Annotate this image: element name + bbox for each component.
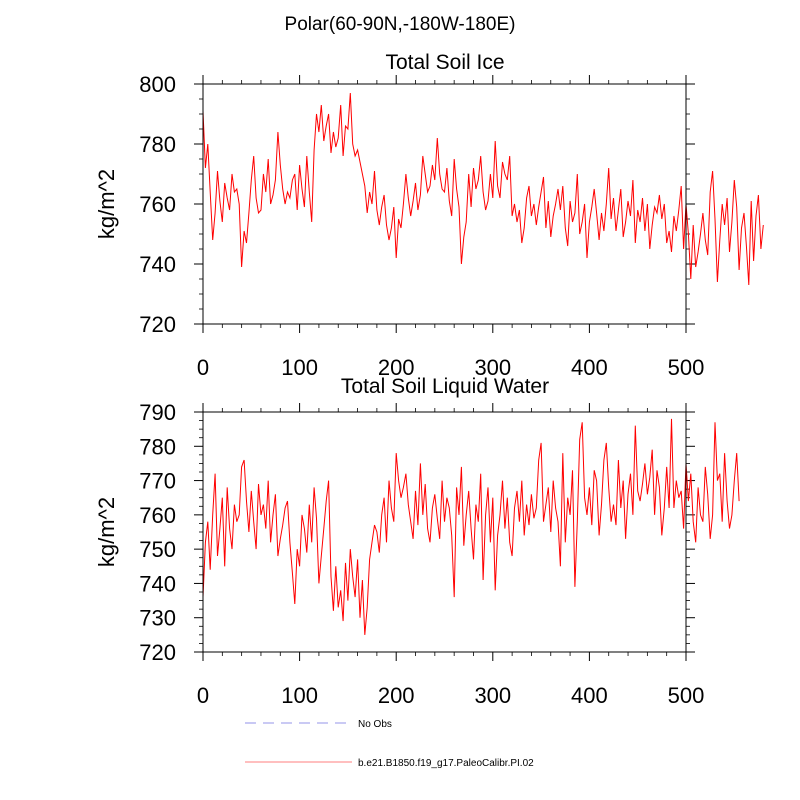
soil-liquid-xtick-label-300: 300 — [474, 683, 511, 708]
soil-liquid-xtick-label-0: 0 — [197, 683, 209, 708]
soil-ice-xtick-label-0: 0 — [197, 355, 209, 380]
soil-ice-panel: Total Soil Ice kg/m^2 0 100 200 300 400 500 7… — [94, 51, 764, 380]
soil-liquid-title: Total Soil Liquid Water — [341, 375, 549, 398]
soil-liquid-ytick-label-790: 790 — [139, 400, 176, 425]
soil-liquid-ytick-label-720: 720 — [139, 640, 176, 665]
soil-liquid-xtick-label-200: 200 — [378, 683, 415, 708]
soil-liquid-series-line — [202, 418, 740, 635]
soil-liquid-panel: Total Soil Liquid Water kg/m^2 0 100 200 30… — [94, 375, 740, 708]
soil-ice-xtick-label-300: 300 — [474, 355, 511, 380]
soil-liquid-ytick-label-780: 780 — [139, 434, 176, 459]
soil-ice-ytick-labels: 720 740 760 780 800 — [139, 72, 176, 337]
soil-liquid-ytick-labels: 720 730 740 750 760 770 780 790 — [139, 400, 176, 665]
soil-ice-xtick-label-500: 500 — [668, 355, 705, 380]
soil-liquid-plot-frame — [202, 411, 687, 653]
soil-liquid-xtick-label-500: 500 — [668, 683, 705, 708]
soil-ice-title: Total Soil Ice — [385, 51, 504, 74]
soil-ice-plot-frame — [202, 83, 687, 325]
soil-ice-series-line — [202, 92, 764, 286]
legend: No Obs b.e21.B1850.f19_g17.PaleoCalibr.P… — [245, 719, 534, 769]
soil-liquid-xtick-label-400: 400 — [571, 683, 608, 708]
soil-liquid-ytick-label-770: 770 — [139, 469, 176, 494]
soil-liquid-ticks — [194, 403, 695, 661]
soil-ice-ytick-label-800: 800 — [139, 72, 176, 97]
soil-liquid-xtick-labels: 0 100 200 300 400 500 — [197, 683, 704, 708]
soil-ice-ytick-label-740: 740 — [139, 252, 176, 277]
soil-liquid-ytick-label-740: 740 — [139, 571, 176, 596]
soil-liquid-ytick-label-730: 730 — [139, 606, 176, 631]
soil-ice-xtick-labels: 0 100 200 300 400 500 — [197, 355, 704, 380]
soil-ice-xtick-label-100: 100 — [281, 355, 318, 380]
legend-model-label: b.e21.B1850.f19_g17.PaleoCalibr.PI.02 — [358, 758, 534, 769]
soil-ice-xtick-label-400: 400 — [571, 355, 608, 380]
soil-ice-ytick-label-780: 780 — [139, 132, 176, 157]
soil-liquid-ytick-label-760: 760 — [139, 503, 176, 528]
soil-liquid-xtick-label-100: 100 — [281, 683, 318, 708]
soil-ice-ticks — [194, 75, 695, 333]
figure-suptitle: Polar(60-90N,-180W-180E) — [285, 14, 516, 35]
soil-ice-ytick-label-720: 720 — [139, 312, 176, 337]
soil-ice-xtick-label-200: 200 — [378, 355, 415, 380]
soil-liquid-ytick-label-750: 750 — [139, 537, 176, 562]
soil-ice-ylabel: kg/m^2 — [94, 169, 119, 239]
legend-no-obs-label: No Obs — [358, 719, 392, 730]
soil-liquid-ylabel: kg/m^2 — [94, 497, 119, 567]
soil-ice-ytick-label-760: 760 — [139, 192, 176, 217]
